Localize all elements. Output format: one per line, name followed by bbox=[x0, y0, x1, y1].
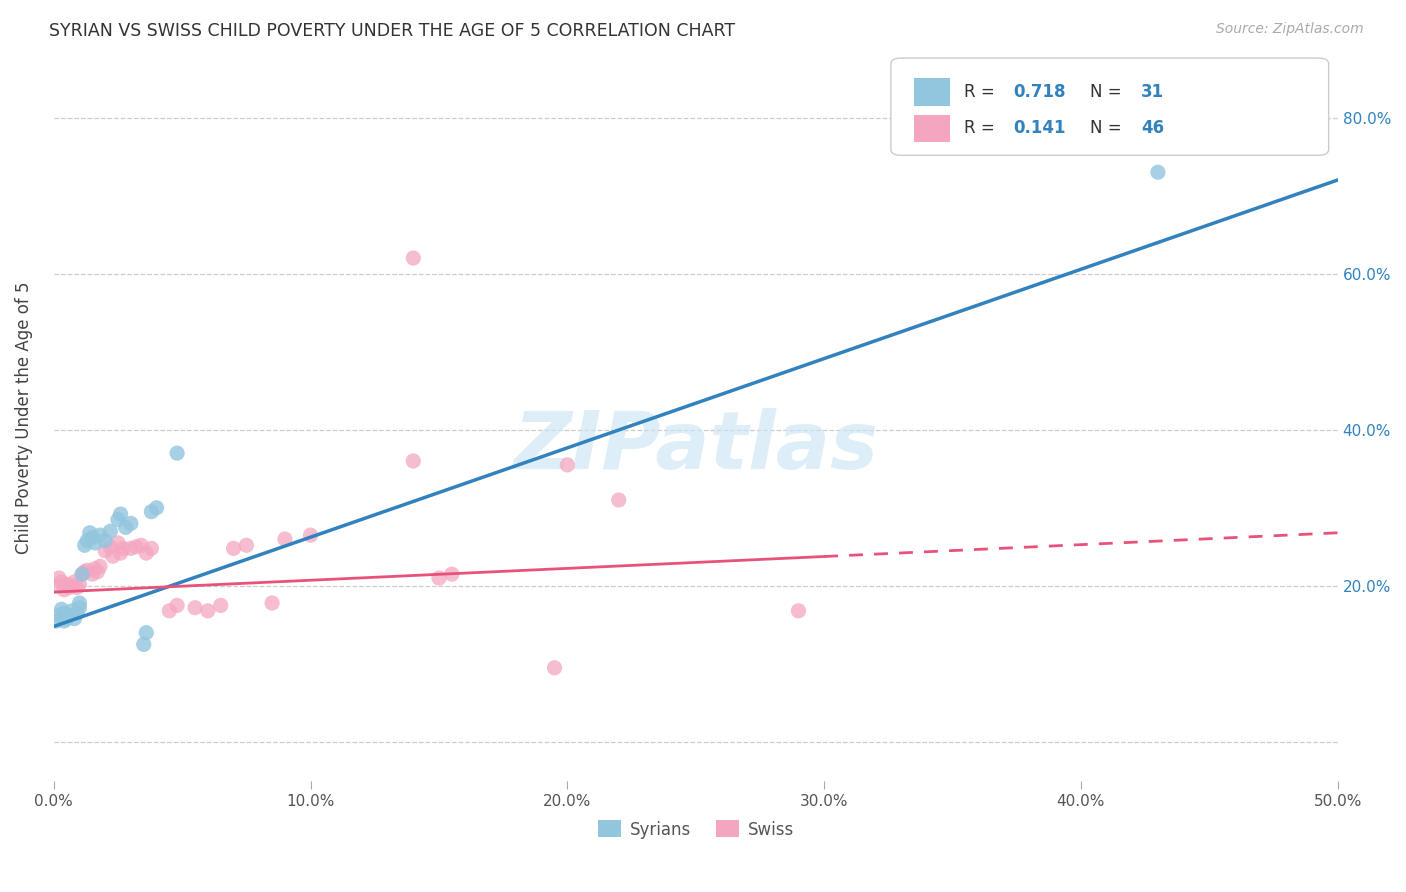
Point bbox=[166, 446, 188, 460]
Text: ZIPatlas: ZIPatlas bbox=[513, 408, 879, 486]
Point bbox=[235, 538, 257, 552]
Point bbox=[63, 574, 86, 589]
Point bbox=[402, 454, 425, 468]
Point bbox=[66, 581, 89, 595]
Point bbox=[120, 516, 142, 531]
Point bbox=[60, 579, 83, 593]
Point bbox=[69, 577, 91, 591]
FancyBboxPatch shape bbox=[914, 78, 950, 106]
Text: R =: R = bbox=[965, 83, 1000, 101]
Point bbox=[82, 531, 104, 545]
Point bbox=[440, 567, 463, 582]
Point bbox=[76, 563, 98, 577]
Point bbox=[48, 571, 70, 585]
Point bbox=[262, 596, 284, 610]
Point bbox=[209, 599, 232, 613]
Point bbox=[76, 533, 98, 548]
Text: 0.141: 0.141 bbox=[1012, 120, 1066, 137]
Point bbox=[60, 604, 83, 618]
Point bbox=[129, 538, 152, 552]
Point bbox=[299, 528, 322, 542]
Text: 31: 31 bbox=[1142, 83, 1164, 101]
Point bbox=[157, 604, 180, 618]
Y-axis label: Child Poverty Under the Age of 5: Child Poverty Under the Age of 5 bbox=[15, 282, 32, 554]
Point bbox=[427, 571, 450, 585]
Text: N =: N = bbox=[1090, 120, 1126, 137]
Point bbox=[94, 543, 117, 558]
Point bbox=[120, 541, 142, 556]
Point bbox=[55, 577, 77, 591]
Point bbox=[222, 541, 245, 556]
Point bbox=[184, 600, 207, 615]
Point bbox=[114, 520, 136, 534]
Point bbox=[557, 458, 579, 472]
Point bbox=[53, 606, 76, 620]
Point bbox=[112, 541, 135, 556]
Point bbox=[55, 612, 77, 626]
Point bbox=[51, 574, 73, 589]
Point bbox=[787, 604, 810, 618]
Point bbox=[70, 567, 93, 582]
Point bbox=[84, 562, 107, 576]
Text: N =: N = bbox=[1090, 83, 1126, 101]
Text: SYRIAN VS SWISS CHILD POVERTY UNDER THE AGE OF 5 CORRELATION CHART: SYRIAN VS SWISS CHILD POVERTY UNDER THE … bbox=[49, 22, 735, 40]
Point bbox=[135, 625, 157, 640]
Point bbox=[86, 565, 108, 579]
Text: R =: R = bbox=[965, 120, 1000, 137]
Point bbox=[58, 608, 80, 623]
Point bbox=[141, 505, 163, 519]
Point bbox=[66, 606, 89, 620]
Point bbox=[607, 493, 630, 508]
Point bbox=[98, 540, 121, 554]
Legend: Syrians, Swiss: Syrians, Swiss bbox=[591, 814, 800, 846]
Point bbox=[141, 541, 163, 556]
Point bbox=[402, 251, 425, 265]
Point bbox=[53, 582, 76, 597]
Point bbox=[89, 559, 111, 574]
Text: 46: 46 bbox=[1142, 120, 1164, 137]
Text: Source: ZipAtlas.com: Source: ZipAtlas.com bbox=[1216, 22, 1364, 37]
Point bbox=[145, 500, 167, 515]
Point bbox=[94, 533, 117, 548]
Point bbox=[107, 512, 129, 526]
Point bbox=[89, 528, 111, 542]
Point bbox=[69, 600, 91, 615]
Point bbox=[48, 608, 70, 623]
Point bbox=[166, 599, 188, 613]
Point bbox=[84, 536, 107, 550]
Point bbox=[69, 596, 91, 610]
FancyBboxPatch shape bbox=[891, 58, 1329, 155]
Point bbox=[79, 525, 101, 540]
Point bbox=[70, 567, 93, 582]
Point bbox=[135, 546, 157, 560]
Point bbox=[73, 565, 96, 579]
Point bbox=[53, 614, 76, 628]
Point bbox=[45, 579, 67, 593]
Point bbox=[110, 546, 132, 560]
Point bbox=[82, 567, 104, 582]
Point bbox=[125, 540, 148, 554]
Point bbox=[63, 612, 86, 626]
Point bbox=[58, 581, 80, 595]
Point bbox=[45, 614, 67, 628]
Point bbox=[197, 604, 219, 618]
Point bbox=[107, 536, 129, 550]
Point bbox=[51, 602, 73, 616]
Point bbox=[543, 661, 565, 675]
Point bbox=[274, 532, 297, 546]
Point bbox=[132, 637, 155, 651]
Point bbox=[101, 549, 124, 564]
Point bbox=[98, 524, 121, 539]
Point bbox=[1147, 165, 1170, 179]
Point bbox=[73, 538, 96, 552]
FancyBboxPatch shape bbox=[914, 115, 950, 142]
Point bbox=[110, 507, 132, 521]
Text: 0.718: 0.718 bbox=[1012, 83, 1066, 101]
